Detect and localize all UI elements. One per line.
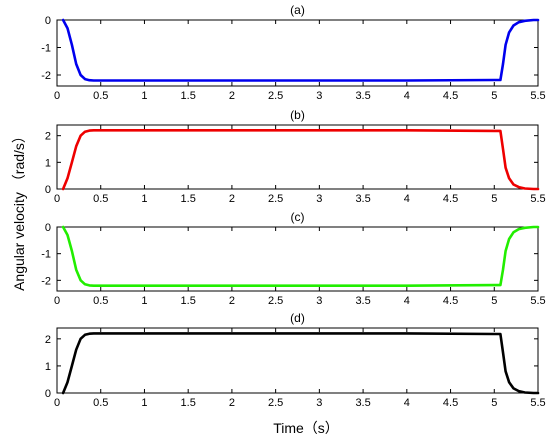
- series-line-a: [61, 18, 540, 82]
- x-tick-label-a: 2.5: [268, 90, 283, 102]
- x-tick-label-c: 5: [491, 295, 497, 307]
- y-tick-label-a: -2: [41, 70, 51, 82]
- x-tick-label-d: 4.5: [443, 397, 458, 409]
- x-tick-label-d: 1: [141, 397, 147, 409]
- x-tick-label-d: 0.5: [93, 397, 108, 409]
- x-tick-label-c: 0.5: [93, 295, 108, 307]
- x-tick-label-b: 1.5: [181, 193, 196, 205]
- x-tick-label-c: 1.5: [181, 295, 196, 307]
- series-line-d: [61, 332, 540, 395]
- x-tick-label-a: 5.5: [530, 90, 545, 102]
- x-tick-label-d: 5: [491, 397, 497, 409]
- panel-title-a: (a): [290, 3, 305, 17]
- plot-frame-d: [56, 327, 539, 394]
- x-tick-label-c: 4: [404, 295, 410, 307]
- x-tick-label-a: 4.5: [443, 90, 458, 102]
- x-tick-label-a: 5: [491, 90, 497, 102]
- x-axis-label: Time（s）: [273, 420, 339, 436]
- x-tick-label-c: 4.5: [443, 295, 458, 307]
- x-tick-label-b: 5.5: [530, 193, 545, 205]
- x-tick-label-b: 5: [491, 193, 497, 205]
- plot-frame-a: [56, 19, 539, 87]
- series-line-b: [61, 129, 540, 191]
- y-tick-label-a: -1: [41, 43, 51, 55]
- x-tick-label-a: 2: [229, 90, 235, 102]
- x-tick-label-d: 3: [316, 397, 322, 409]
- x-tick-label-d: 5.5: [530, 397, 545, 409]
- x-tick-label-c: 0: [54, 295, 60, 307]
- y-tick-label-b: 2: [45, 131, 51, 143]
- x-tick-label-d: 4: [404, 397, 410, 409]
- x-tick-label-b: 4.5: [443, 193, 458, 205]
- x-tick-label-c: 3: [316, 295, 322, 307]
- panel-title-c: (c): [291, 210, 305, 224]
- x-tick-label-b: 2.5: [268, 193, 283, 205]
- x-tick-label-a: 4: [404, 90, 410, 102]
- x-tick-label-d: 2: [229, 397, 235, 409]
- y-tick-label-d: 0: [45, 388, 51, 400]
- y-axis-label: Angular velocity （rad/s）: [11, 129, 27, 291]
- x-tick-label-b: 0: [54, 193, 60, 205]
- x-tick-label-c: 1: [141, 295, 147, 307]
- y-tick-label-c: -1: [41, 249, 51, 261]
- x-tick-label-c: 2: [229, 295, 235, 307]
- panel-title-d: (d): [290, 311, 305, 325]
- plot-frame-b: [56, 124, 539, 190]
- x-tick-label-a: 1.5: [181, 90, 196, 102]
- x-tick-label-b: 0.5: [93, 193, 108, 205]
- x-tick-label-c: 3.5: [355, 295, 370, 307]
- series-line-c: [61, 225, 540, 288]
- x-tick-label-a: 3: [316, 90, 322, 102]
- x-tick-label-c: 5.5: [530, 295, 545, 307]
- x-tick-label-d: 1.5: [181, 397, 196, 409]
- y-tick-label-d: 1: [45, 361, 51, 373]
- x-tick-label-a: 3.5: [355, 90, 370, 102]
- x-tick-label-d: 0: [54, 397, 60, 409]
- x-tick-label-d: 2.5: [268, 397, 283, 409]
- x-tick-label-a: 0: [54, 90, 60, 102]
- x-tick-label-b: 4: [404, 193, 410, 205]
- x-tick-label-a: 0.5: [93, 90, 108, 102]
- x-tick-label-c: 2.5: [268, 295, 283, 307]
- y-tick-label-c: -2: [41, 275, 51, 287]
- y-tick-label-a: 0: [45, 15, 51, 27]
- x-tick-label-b: 1: [141, 193, 147, 205]
- x-tick-label-b: 3: [316, 193, 322, 205]
- x-tick-label-b: 3.5: [355, 193, 370, 205]
- x-tick-label-a: 1: [141, 90, 147, 102]
- plot-frame-c: [56, 226, 539, 292]
- x-tick-label-d: 3.5: [355, 397, 370, 409]
- y-tick-label-b: 1: [45, 157, 51, 169]
- y-tick-label-c: 0: [45, 222, 51, 234]
- panel-title-b: (b): [290, 108, 305, 122]
- y-tick-label-d: 2: [45, 334, 51, 346]
- y-tick-label-b: 0: [45, 184, 51, 196]
- x-tick-label-b: 2: [229, 193, 235, 205]
